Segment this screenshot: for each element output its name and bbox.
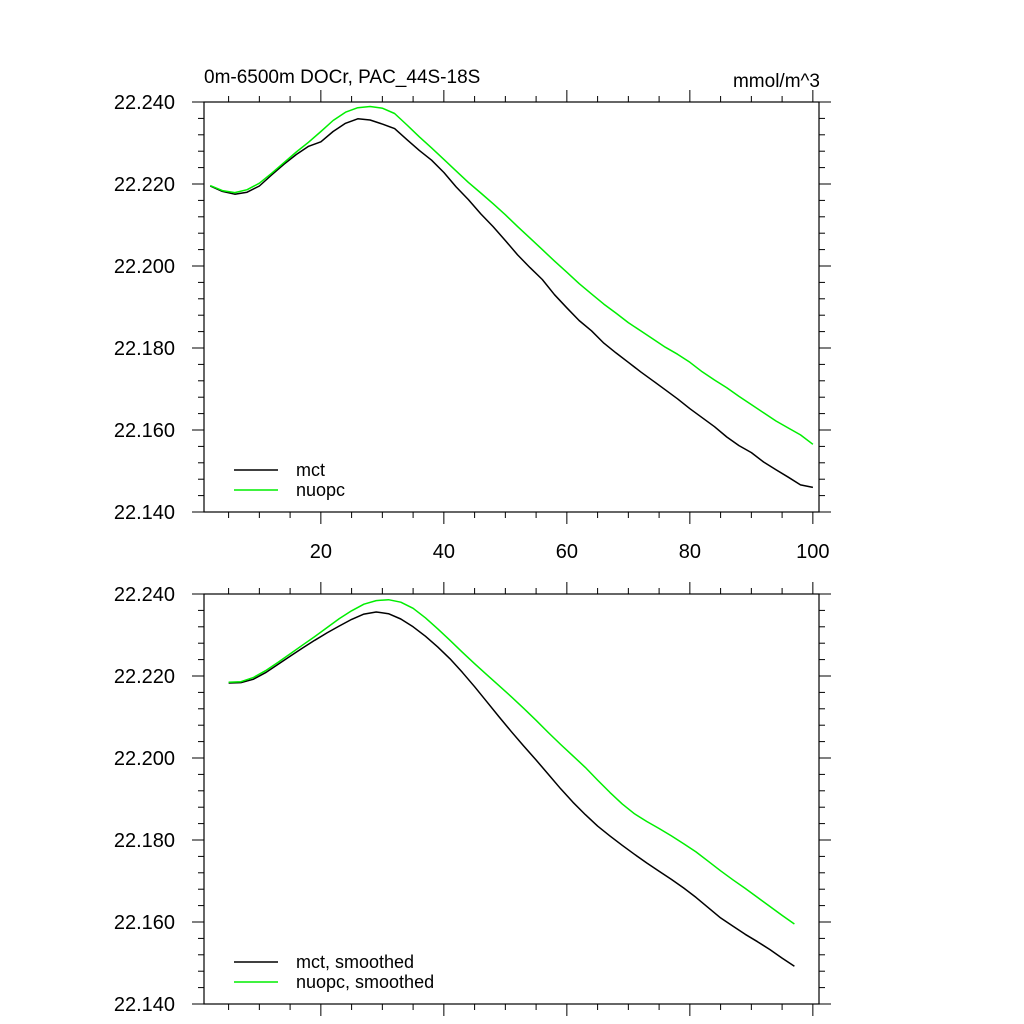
y-tick-label: 22.240 [114,584,175,606]
bottom-chart-ticks [192,582,831,1016]
chart-title: 0m-6500m DOCr, PAC_44S-18S [204,67,480,88]
bottom-chart: 22.140 22.160 22.180 22.200 22.220 22.240 mct… [114,582,831,1016]
units-label: mmol/m^3 [733,71,820,92]
legend-label-nuopc-smoothed: nuopc, smoothed [296,972,434,992]
top-chart: 0m-6500m DOCr, PAC_44S-18S mmol/m^3 22.1… [114,67,831,563]
series-line-nuopc-smoothed [228,598,795,925]
top-chart-tick-labels: 22.140 22.160 22.180 22.200 22.220 22.240 20 40… [114,92,830,563]
top-chart-series [209,105,814,489]
y-tick-label: 22.180 [114,830,175,852]
series-line-nuopc [209,105,814,445]
top-chart-ticks [192,90,831,524]
x-tick-label: 20 [310,541,332,563]
legend-label-mct: mct [296,460,325,480]
y-tick-label: 22.160 [114,420,175,442]
y-tick-label: 22.200 [114,256,175,278]
x-tick-label: 80 [679,541,701,563]
bottom-chart-series [228,598,795,967]
y-tick-label: 22.240 [114,92,175,114]
y-tick-label: 22.220 [114,174,175,196]
y-tick-label: 22.140 [114,502,175,524]
bottom-chart-tick-labels: 22.140 22.160 22.180 22.200 22.220 22.240 [114,584,175,1016]
y-tick-label: 22.180 [114,338,175,360]
legend-label-mct-smoothed: mct, smoothed [296,952,414,972]
y-tick-label: 22.160 [114,912,175,934]
series-line-mct [209,118,814,489]
series-line-mct-smoothed [228,611,795,967]
bottom-chart-plot-frame [203,593,820,1005]
x-tick-label: 60 [556,541,578,563]
y-tick-label: 22.220 [114,666,175,688]
top-chart-plot-frame [203,101,820,513]
legend-label-nuopc: nuopc [296,480,345,500]
x-tick-label: 40 [433,541,455,563]
x-tick-label: 100 [796,541,829,563]
y-tick-label: 22.200 [114,748,175,770]
y-tick-label: 22.140 [114,994,175,1016]
